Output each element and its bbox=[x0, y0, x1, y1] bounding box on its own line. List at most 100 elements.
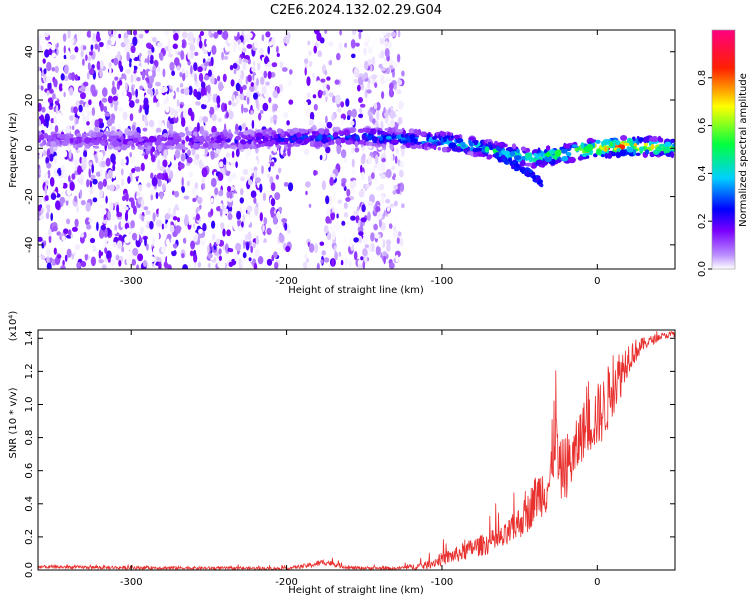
noise-speckle bbox=[131, 259, 137, 266]
noise-speckle bbox=[358, 190, 365, 198]
noise-speckle bbox=[86, 30, 92, 38]
noise-speckle bbox=[188, 171, 193, 178]
noise-speckle bbox=[323, 225, 329, 234]
noise-speckle bbox=[162, 231, 166, 238]
noise-speckle bbox=[48, 234, 52, 244]
ridge-cell bbox=[390, 139, 399, 144]
noise-speckle bbox=[384, 40, 389, 48]
spectrogram-frame bbox=[37, 29, 676, 270]
ridge-cell bbox=[513, 155, 522, 161]
noise-speckle bbox=[369, 107, 374, 112]
ridge-cell bbox=[665, 153, 671, 157]
ridge-cell bbox=[369, 128, 375, 135]
noise-speckle bbox=[391, 180, 394, 188]
noise-speckle bbox=[223, 123, 227, 133]
noise-speckle bbox=[199, 31, 205, 36]
noise-speckle bbox=[394, 240, 398, 249]
ridge-cell bbox=[571, 144, 578, 148]
noise-speckle bbox=[119, 123, 125, 128]
noise-speckle bbox=[120, 220, 124, 228]
ridge-cell bbox=[381, 132, 389, 136]
noise-speckle bbox=[38, 247, 43, 257]
ridge-cell bbox=[670, 151, 675, 159]
noise-speckle bbox=[351, 108, 358, 118]
noise-speckle bbox=[88, 55, 91, 62]
ridge-cell bbox=[244, 136, 252, 140]
noise-speckle bbox=[200, 238, 206, 246]
noise-speckle bbox=[96, 60, 101, 71]
noise-speckle bbox=[333, 245, 337, 254]
noise-speckle bbox=[113, 57, 119, 66]
noise-speckle bbox=[344, 42, 347, 48]
noise-speckle bbox=[245, 242, 250, 251]
noise-speckle bbox=[360, 256, 364, 261]
noise-speckle bbox=[229, 190, 232, 200]
noise-speckle bbox=[39, 215, 45, 220]
ridge-cell bbox=[451, 147, 460, 152]
noise-speckle bbox=[317, 50, 323, 58]
noise-speckle bbox=[172, 163, 179, 169]
noise-speckle bbox=[242, 239, 246, 249]
ridge-cell bbox=[437, 146, 441, 151]
ridge-cell bbox=[576, 147, 581, 151]
noise-speckle bbox=[156, 101, 160, 108]
ridge-cell bbox=[225, 138, 231, 143]
ridge-cell bbox=[545, 145, 551, 151]
noise-speckle bbox=[169, 61, 175, 71]
noise-speckle bbox=[126, 227, 132, 233]
ridge-cell bbox=[81, 132, 86, 140]
noise-speckle bbox=[52, 35, 55, 45]
noise-speckle bbox=[336, 52, 341, 61]
noise-speckle bbox=[287, 182, 294, 192]
noise-speckle bbox=[169, 107, 175, 116]
noise-speckle bbox=[262, 192, 267, 201]
noise-speckle bbox=[266, 173, 270, 179]
noise-speckle bbox=[100, 197, 104, 205]
noise-speckle bbox=[340, 101, 345, 108]
noise-speckle bbox=[346, 188, 351, 197]
noise-speckle bbox=[334, 192, 340, 202]
noise-speckle bbox=[396, 188, 401, 195]
noise-speckle bbox=[359, 183, 364, 188]
noise-speckle bbox=[389, 82, 394, 91]
noise-speckle bbox=[111, 119, 115, 124]
noise-speckle bbox=[106, 119, 113, 127]
noise-speckle bbox=[360, 217, 367, 223]
noise-speckle bbox=[139, 237, 143, 244]
noise-speckle bbox=[118, 33, 122, 39]
noise-speckle bbox=[305, 190, 308, 196]
noise-speckle bbox=[69, 181, 75, 191]
noise-speckle bbox=[222, 245, 226, 251]
noise-speckle bbox=[228, 261, 234, 267]
ridge-cell bbox=[568, 156, 576, 164]
noise-speckle bbox=[375, 190, 381, 198]
noise-speckle bbox=[39, 150, 43, 161]
ridge-cell bbox=[285, 141, 289, 145]
noise-speckle bbox=[391, 208, 396, 218]
noise-speckle bbox=[53, 78, 58, 88]
ridge-cell bbox=[611, 151, 616, 157]
noise-speckle bbox=[143, 80, 147, 90]
noise-speckle bbox=[353, 251, 358, 261]
noise-speckle bbox=[111, 86, 117, 95]
ridge-cell bbox=[664, 141, 672, 148]
noise-speckle bbox=[240, 176, 246, 182]
ridge-cell bbox=[65, 135, 73, 139]
ridge-cell bbox=[545, 151, 551, 157]
noise-speckle bbox=[168, 53, 174, 58]
ridge-cell bbox=[162, 133, 169, 138]
noise-speckle bbox=[83, 50, 90, 55]
colorbar-tick-label: 0.8 bbox=[697, 70, 708, 86]
noise-speckle bbox=[189, 250, 194, 257]
noise-speckle bbox=[210, 208, 214, 216]
noise-speckle bbox=[80, 261, 87, 268]
noise-speckle bbox=[107, 39, 112, 46]
noise-speckle bbox=[159, 192, 164, 200]
noise-speckle bbox=[60, 73, 65, 81]
noise-speckle bbox=[251, 119, 255, 129]
ridge-cell bbox=[94, 145, 100, 149]
ridge-cell bbox=[127, 140, 134, 146]
noise-speckle bbox=[332, 95, 336, 103]
noise-speckle bbox=[62, 182, 68, 189]
